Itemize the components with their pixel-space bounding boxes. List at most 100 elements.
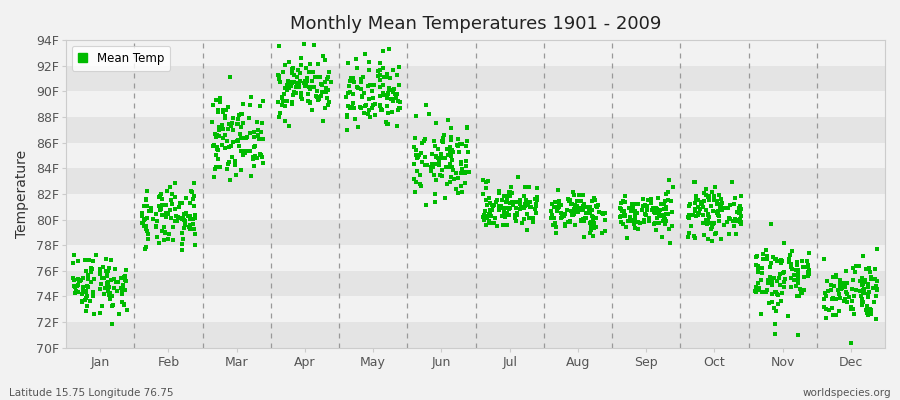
Point (282, 59, 296, 66)
Point (222, 177, 237, 184)
Point (459, 158, 473, 164)
Point (801, 264, 815, 270)
Point (696, 220, 710, 227)
Point (752, 269, 766, 275)
Point (781, 258, 796, 265)
Point (301, 91, 315, 97)
Point (94, 275, 109, 282)
Point (721, 205, 735, 211)
Point (161, 211, 176, 217)
Point (454, 141, 469, 147)
Point (139, 197, 153, 203)
Point (247, 129, 261, 135)
Point (76, 299, 90, 306)
Point (284, 67, 299, 73)
Point (368, 100, 382, 107)
Point (220, 104, 235, 110)
Point (235, 135, 249, 141)
Point (408, 160, 422, 167)
Point (184, 216, 198, 222)
Point (310, 94, 324, 100)
Point (658, 215, 672, 222)
Point (154, 205, 168, 212)
Point (826, 295, 841, 302)
Point (838, 280, 852, 286)
Bar (66, 271, 885, 296)
Point (869, 287, 884, 293)
Point (868, 276, 882, 282)
Point (220, 166, 234, 172)
Point (558, 220, 572, 227)
Point (292, 78, 307, 84)
Point (732, 210, 746, 216)
Point (835, 284, 850, 291)
Point (178, 218, 193, 224)
Point (454, 159, 469, 166)
Point (696, 204, 710, 210)
Point (760, 252, 774, 259)
Point (868, 266, 883, 272)
Point (374, 106, 388, 112)
Point (636, 219, 651, 225)
Point (299, 65, 313, 72)
Point (116, 282, 130, 288)
Point (462, 168, 476, 175)
Point (855, 278, 869, 285)
Point (657, 198, 671, 204)
Point (628, 209, 643, 216)
Point (139, 195, 153, 202)
Point (827, 283, 842, 289)
Point (315, 81, 329, 88)
Point (374, 67, 388, 73)
Point (784, 264, 798, 270)
Point (436, 139, 450, 145)
Point (212, 133, 226, 139)
Point (291, 67, 305, 73)
Point (662, 177, 676, 184)
Point (725, 218, 740, 224)
Point (101, 288, 115, 294)
Point (616, 221, 630, 227)
Point (274, 94, 289, 100)
Point (385, 109, 400, 115)
Point (625, 206, 639, 212)
Point (425, 151, 439, 157)
Point (415, 159, 429, 166)
Point (392, 105, 407, 112)
Point (99, 268, 113, 274)
Point (253, 103, 267, 110)
Point (247, 144, 261, 150)
Point (684, 223, 698, 229)
Point (636, 196, 651, 202)
Point (154, 191, 168, 197)
Point (451, 136, 465, 142)
Point (700, 221, 715, 228)
Point (734, 192, 749, 199)
Point (528, 203, 543, 210)
Point (371, 73, 385, 80)
Point (663, 240, 678, 246)
Point (347, 78, 362, 85)
Point (824, 305, 839, 311)
Point (706, 208, 720, 214)
Point (622, 205, 636, 212)
Point (306, 69, 320, 75)
Point (791, 277, 806, 283)
Point (458, 180, 473, 186)
Point (870, 286, 885, 292)
Point (221, 121, 236, 128)
Point (114, 285, 129, 292)
Point (233, 124, 248, 130)
Point (612, 205, 626, 211)
Point (78, 297, 93, 303)
Point (186, 180, 201, 187)
Point (628, 216, 643, 223)
Point (529, 185, 544, 191)
Point (681, 203, 696, 209)
Point (105, 293, 120, 300)
Point (76, 284, 90, 290)
Point (79, 282, 94, 289)
Point (480, 202, 494, 208)
Point (855, 296, 869, 302)
Point (448, 186, 463, 192)
